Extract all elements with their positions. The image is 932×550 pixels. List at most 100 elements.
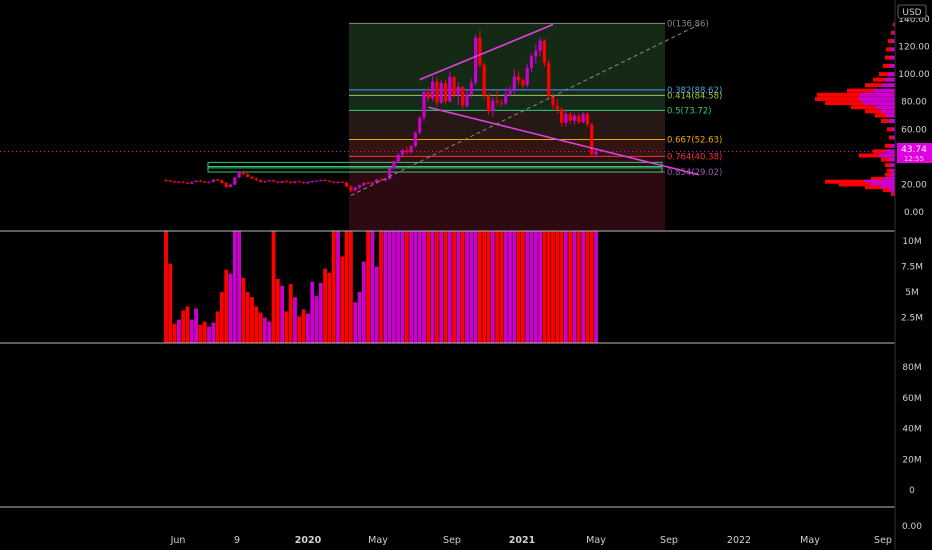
profile-bar-down (847, 88, 874, 93)
candle-body (280, 181, 284, 183)
candle-body (478, 37, 482, 65)
time-tick-label: Sep (443, 535, 461, 546)
candle-body (482, 64, 486, 96)
profile-bar-down (875, 113, 886, 118)
profile-bar-down (865, 109, 882, 114)
volume-bar (564, 231, 568, 343)
volume-bar (426, 231, 431, 343)
volume-bar (211, 322, 216, 343)
time-tick-label: 9 (234, 535, 240, 546)
profile-bar-up (891, 168, 895, 173)
currency-label: USD (902, 8, 921, 18)
profile-bar-down (815, 96, 859, 101)
volume-bar (349, 231, 353, 343)
candle-body (246, 174, 250, 177)
profile-bar-up (863, 179, 895, 184)
profile-bar-up (890, 172, 895, 177)
volume-bar (258, 312, 263, 343)
volume-bar (366, 231, 370, 343)
candle-body (185, 182, 190, 184)
profile-bar-down (887, 168, 892, 173)
candle-body (469, 82, 473, 95)
volume-bar (404, 231, 409, 343)
volume-bar (327, 272, 332, 343)
candle-body (512, 76, 516, 90)
price-badge-value: 43.74 (901, 145, 927, 155)
candle-body (340, 181, 344, 183)
volume-bar (503, 231, 508, 343)
profile-bar-up (873, 88, 895, 93)
candle-body (435, 81, 439, 103)
volume-bar (271, 231, 276, 343)
fib-zone-0.667 (349, 139, 665, 157)
time-axis[interactable]: Jun 9 2020 May Sep 2021 May Sep 2022 May Sep (170, 535, 892, 546)
volume-bar (456, 231, 461, 343)
volume-bar (478, 231, 482, 343)
candle-body (224, 183, 228, 187)
profile-bar-down (891, 192, 894, 197)
candle-body (555, 105, 559, 110)
profile-bar-down (885, 55, 891, 60)
candle-body (357, 185, 362, 188)
fib-label-0.667: 0.667(52.63) (667, 135, 722, 145)
volume-bar (297, 316, 302, 343)
volume-bar (228, 273, 233, 343)
candle-body (237, 171, 241, 178)
volume-bar (490, 231, 495, 343)
candle-body (327, 180, 331, 182)
volume-bar (576, 231, 581, 343)
volume-bar (525, 231, 530, 343)
candle-body (396, 154, 400, 162)
candle-body (525, 67, 529, 86)
fourth-pane-axis[interactable]: 0.00 (902, 522, 922, 532)
volume-bar (237, 231, 241, 343)
volume-bar (168, 263, 173, 343)
volume-bar (387, 231, 392, 343)
volume-bar (177, 319, 181, 343)
candle-body (271, 180, 276, 182)
volume-bar (207, 326, 211, 343)
price-badge (897, 143, 932, 163)
candle-body (263, 181, 267, 183)
candle-body (168, 180, 172, 182)
trendlines[interactable] (350, 23, 700, 196)
fib-zone-0.382 (349, 89, 665, 96)
volume-bar (572, 231, 577, 343)
volume-bar (585, 231, 590, 343)
third-pane-axis[interactable]: 80M 60M 40M 20M 0 (902, 363, 921, 496)
candle-body (426, 91, 430, 99)
candle-body (590, 124, 594, 155)
profile-bar-up (859, 96, 895, 101)
volume-axis[interactable]: 10M 7.5M 5M 2.5M (901, 237, 923, 323)
candle-body (431, 81, 435, 99)
volume-bar (357, 292, 362, 343)
candle-body (203, 181, 207, 183)
profile-bar-up (888, 119, 895, 124)
price-tick-label: 100.00 (898, 70, 930, 80)
candle-body (529, 56, 534, 68)
candle-body (409, 145, 413, 153)
volume-bar (198, 324, 203, 343)
candle-body (495, 100, 499, 103)
currency-badge[interactable] (897, 4, 927, 19)
volume-tick-label: 7.5M (901, 263, 923, 273)
profile-bar-up (863, 101, 895, 106)
profile-bar-up (889, 63, 895, 68)
candle-body (572, 115, 577, 121)
profile-bar-down (886, 47, 891, 52)
volume-bar (443, 231, 448, 343)
volume-bar (361, 261, 366, 343)
time-tick-label: 2020 (295, 535, 322, 546)
volume-bar (194, 308, 198, 343)
candle-body (400, 150, 405, 155)
candle-body (439, 83, 443, 103)
volume-bar (409, 231, 413, 343)
candle-body (164, 180, 168, 182)
volume-bar (392, 231, 396, 343)
volume-bar (469, 231, 474, 343)
candle-body (568, 113, 572, 121)
price-axis[interactable]: 140.00120.00100.0080.0060.0040.0020.000.… (898, 15, 930, 218)
profile-bar-up (881, 109, 895, 114)
candle-body (560, 109, 564, 123)
